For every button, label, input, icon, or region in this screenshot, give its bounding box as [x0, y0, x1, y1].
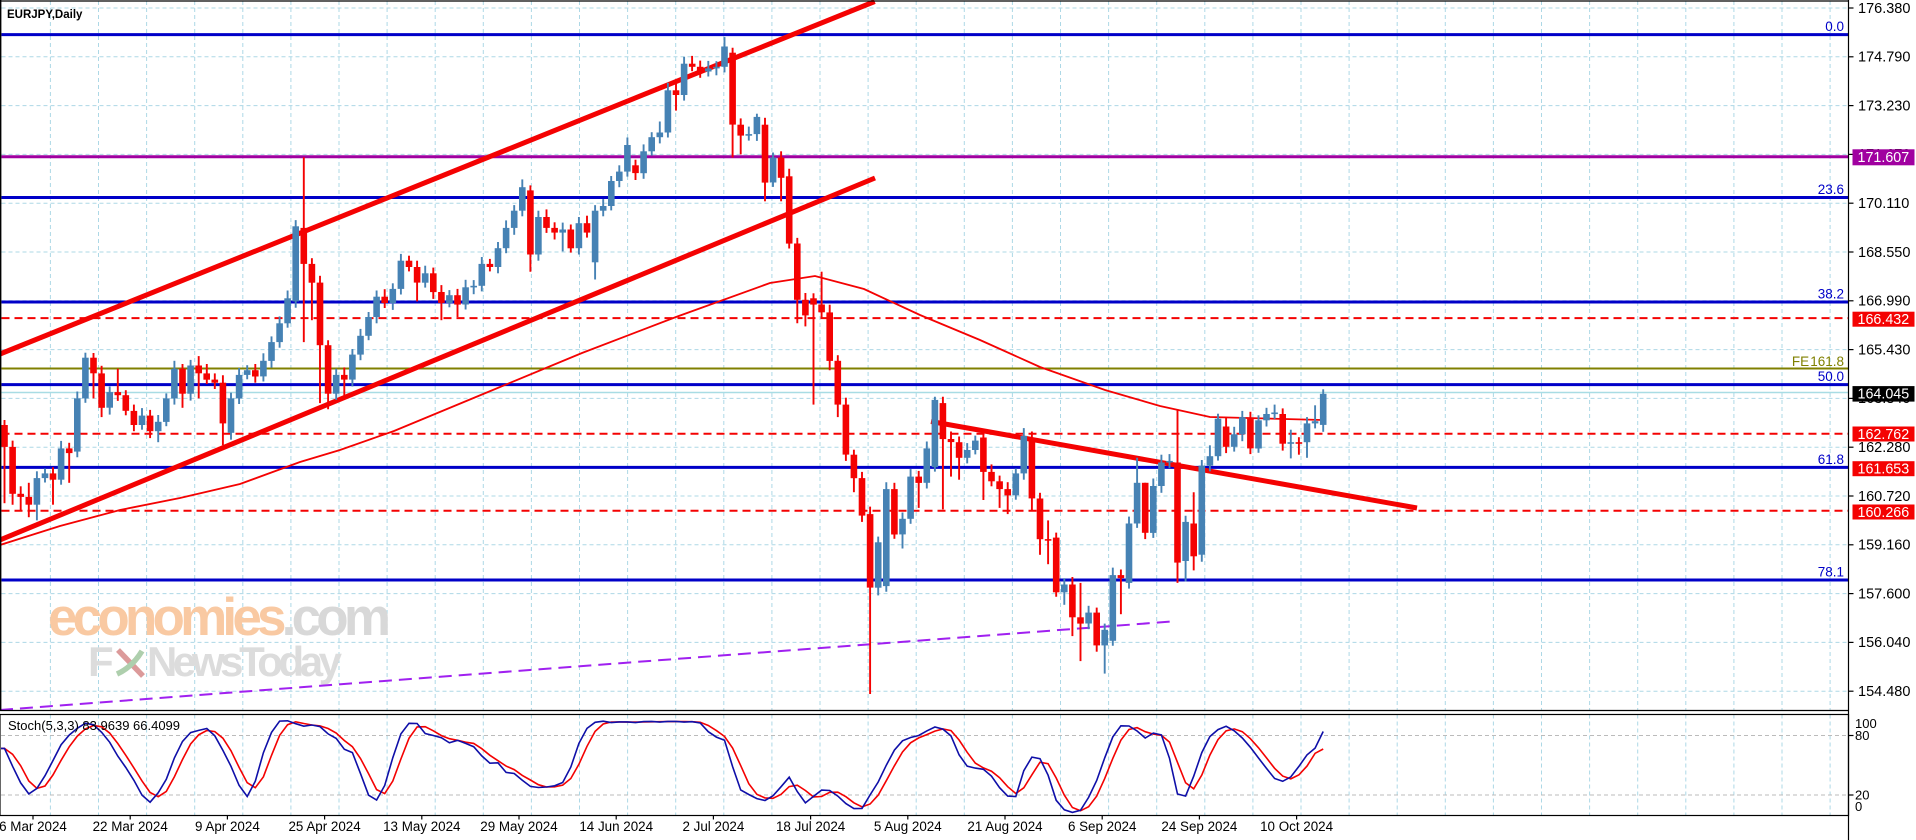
svg-text:9 Apr 2024: 9 Apr 2024: [195, 819, 260, 834]
svg-text:0: 0: [1855, 799, 1862, 814]
svg-text:165.430: 165.430: [1858, 342, 1910, 358]
svg-text:157.600: 157.600: [1858, 586, 1910, 602]
svg-text:164.045: 164.045: [1858, 387, 1910, 403]
svg-text:29 May 2024: 29 May 2024: [480, 819, 558, 834]
svg-text:78.1: 78.1: [1818, 565, 1844, 580]
svg-text:170.110: 170.110: [1858, 196, 1909, 212]
svg-text:Stoch(5,3,3) 83.9639 66.4099: Stoch(5,3,3) 83.9639 66.4099: [8, 718, 180, 733]
svg-text:5 Aug 2024: 5 Aug 2024: [874, 819, 942, 834]
svg-text:10 Oct 2024: 10 Oct 2024: [1260, 819, 1334, 834]
svg-text:100: 100: [1855, 716, 1877, 731]
svg-text:24 Sep 2024: 24 Sep 2024: [1161, 819, 1238, 834]
svg-text:168.550: 168.550: [1858, 245, 1910, 261]
svg-text:NewsToday: NewsToday: [147, 638, 343, 685]
svg-text:22 Mar 2024: 22 Mar 2024: [93, 819, 169, 834]
svg-text:156.040: 156.040: [1858, 635, 1910, 651]
svg-text:159.160: 159.160: [1858, 538, 1910, 554]
svg-text:14 Jun 2024: 14 Jun 2024: [579, 819, 653, 834]
svg-text:80: 80: [1855, 728, 1869, 743]
svg-text:162.280: 162.280: [1858, 440, 1910, 456]
svg-text:154.480: 154.480: [1858, 684, 1910, 700]
svg-text:160.266: 160.266: [1858, 505, 1910, 521]
svg-text:161.653: 161.653: [1858, 462, 1910, 478]
svg-text:6 Mar 2024: 6 Mar 2024: [0, 819, 67, 834]
svg-text:F: F: [88, 638, 114, 685]
svg-text:171.607: 171.607: [1858, 150, 1910, 166]
svg-text:173.230: 173.230: [1858, 98, 1910, 114]
svg-text:50.0: 50.0: [1818, 369, 1844, 384]
svg-text:0.0: 0.0: [1825, 19, 1844, 34]
svg-text:61.8: 61.8: [1818, 452, 1844, 467]
svg-text:economies.com: economies.com: [48, 588, 391, 647]
svg-text:13 May 2024: 13 May 2024: [383, 819, 461, 834]
svg-text:EURJPY,Daily: EURJPY,Daily: [7, 9, 83, 21]
svg-text:176.380: 176.380: [1858, 1, 1910, 17]
svg-text:6 Sep 2024: 6 Sep 2024: [1068, 819, 1137, 834]
svg-text:25 Apr 2024: 25 Apr 2024: [288, 819, 361, 834]
svg-text:23.6: 23.6: [1818, 182, 1844, 197]
svg-text:FE 161.8: FE 161.8: [1792, 354, 1844, 369]
svg-text:20: 20: [1855, 788, 1869, 803]
svg-text:174.790: 174.790: [1858, 50, 1910, 66]
svg-text:160.720: 160.720: [1858, 489, 1910, 505]
svg-text:18 Jul 2024: 18 Jul 2024: [776, 819, 846, 834]
svg-text:21 Aug 2024: 21 Aug 2024: [967, 819, 1043, 834]
svg-text:38.2: 38.2: [1818, 287, 1844, 302]
svg-text:166.990: 166.990: [1858, 294, 1910, 310]
svg-text:2 Jul 2024: 2 Jul 2024: [683, 819, 745, 834]
svg-text:166.432: 166.432: [1858, 312, 1910, 328]
svg-text:162.762: 162.762: [1858, 427, 1910, 443]
